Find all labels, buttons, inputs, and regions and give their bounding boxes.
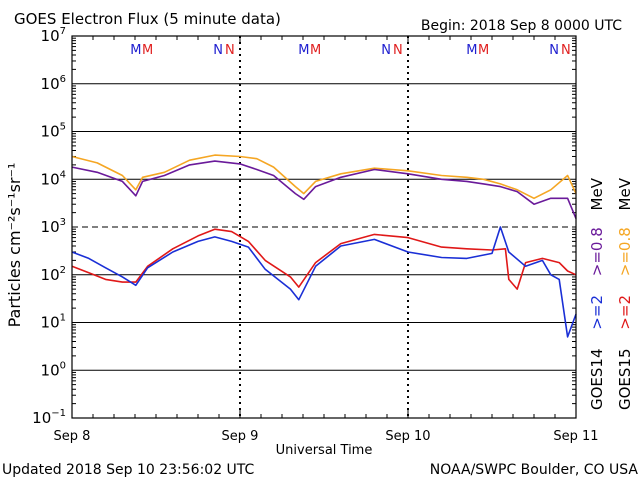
legend-goes14-2mev: >=2 [588, 295, 606, 330]
updated-label: Updated 2018 Sep 10 23:56:02 UTC [2, 462, 255, 478]
series-line [71, 160, 577, 219]
magnetopause-marker: M [298, 43, 309, 58]
magnetopause-marker: M [142, 43, 153, 58]
magnetopause-marker: M [478, 43, 489, 58]
legend-goes15-unit: MeV [616, 177, 634, 210]
magnetopause-marker: N [213, 43, 223, 58]
magnetopause-marker: N [549, 43, 559, 58]
y-tick-label: 104 [41, 169, 66, 188]
x-axis-label: Universal Time [276, 443, 373, 458]
magnetopause-marker: N [393, 43, 403, 58]
legend-goes14-08mev: >=0.8 [588, 227, 606, 276]
y-tick-label: 106 [41, 74, 66, 93]
legend-goes15-2mev: >=2 [616, 295, 634, 330]
begin-label: Begin: 2018 Sep 8 0000 UTC [421, 18, 622, 34]
magnetopause-marker: N [225, 43, 235, 58]
x-tick-label: Sep 11 [553, 429, 598, 444]
legend-goes15-sat: GOES15 [616, 348, 634, 410]
y-tick-label: 101 [41, 313, 66, 332]
magnetopause-marker: M [130, 43, 141, 58]
y-tick-label: 10−1 [32, 408, 66, 427]
plot-area: Sep 8 Sep 9 Sep 10 Sep 11 107 106 105 104 103 102… [32, 26, 598, 444]
magnetopause-marker: M [466, 43, 477, 58]
x-tick-label: Sep 8 [54, 429, 91, 444]
y-tick-label: 107 [41, 26, 66, 45]
series-line [71, 154, 577, 200]
y-tick-label: 100 [41, 360, 66, 379]
chart-title: GOES Electron Flux (5 minute data) [14, 10, 281, 28]
x-tick-label: Sep 10 [385, 429, 430, 444]
legend-goes14-sat: GOES14 [588, 348, 606, 410]
legend-2: GOES15 >=2 >=0.8 MeV [616, 177, 634, 410]
legend-goes15: GOES15 >=2 >=0.8 MeV [616, 177, 634, 410]
magnetopause-marker: N [561, 43, 571, 58]
x-tick-label: Sep 9 [222, 429, 259, 444]
y-tick-label: 105 [41, 122, 66, 141]
series-line [71, 226, 577, 338]
magnetopause-marker: M [310, 43, 321, 58]
credit-label: NOAA/SWPC Boulder, CO USA [430, 462, 639, 478]
legend: GOES14 >=2 >=0.8 MeV [588, 177, 606, 410]
series-line [71, 228, 577, 290]
y-axis-label: Particles cm⁻²s⁻¹sr⁻¹ [5, 163, 24, 328]
plot-frame [71, 35, 577, 419]
y-tick-label: 103 [41, 217, 66, 236]
magnetopause-marker: N [381, 43, 391, 58]
legend-goes14: GOES14 >=2 >=0.8 MeV [588, 177, 606, 410]
legend-goes15-08mev: >=0.8 [616, 227, 634, 276]
y-tick-label: 102 [41, 265, 66, 284]
legend-goes14-unit: MeV [588, 177, 606, 210]
